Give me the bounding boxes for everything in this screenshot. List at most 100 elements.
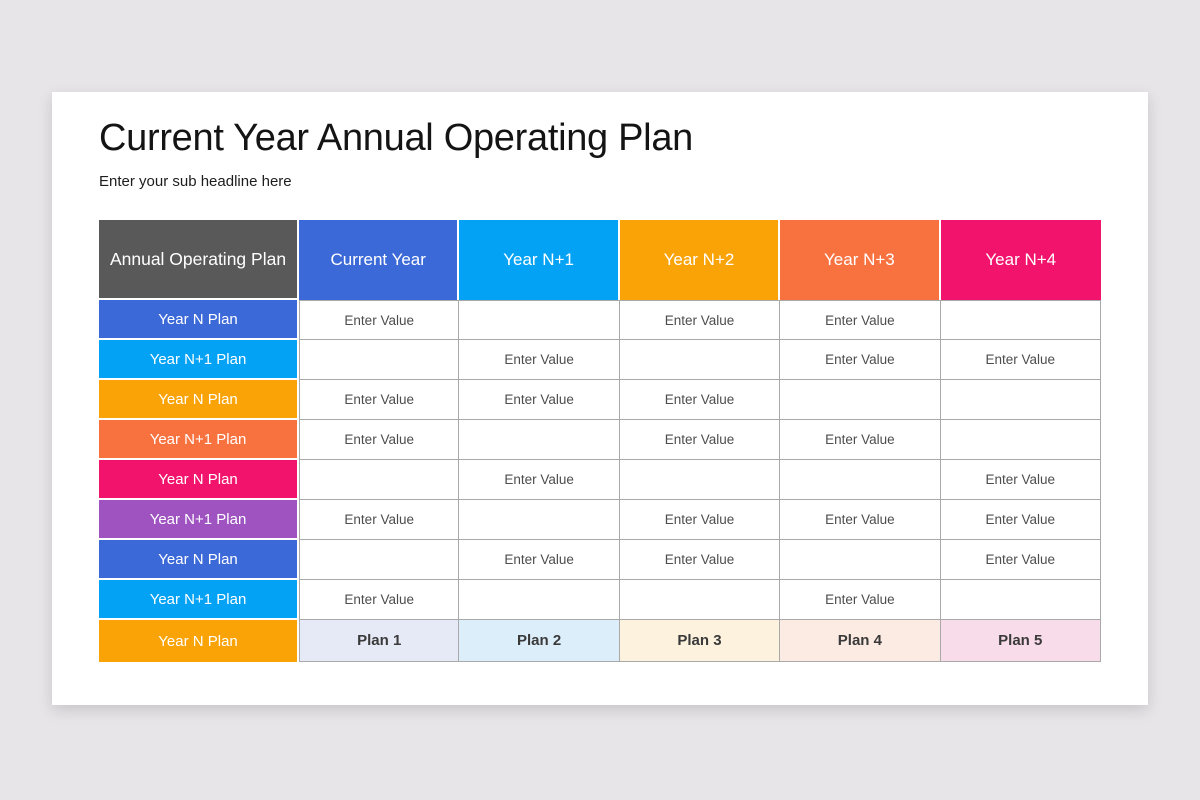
value-cell[interactable]: [940, 300, 1101, 340]
value-cell[interactable]: Enter Value: [459, 380, 620, 420]
column-header-label: Current Year: [330, 250, 426, 269]
value-cell[interactable]: Enter Value: [940, 500, 1101, 540]
value-cell[interactable]: Enter Value: [619, 540, 781, 580]
value-cell[interactable]: Enter Value: [299, 420, 460, 460]
row-label: Year N Plan: [158, 470, 238, 488]
value-cell[interactable]: [940, 380, 1101, 420]
plan-cell[interactable]: Plan 5: [940, 620, 1101, 662]
table-row: Year N Plan Enter Value Enter Value Enter V…: [99, 380, 1101, 420]
column-header-cell: Year N+1: [459, 220, 620, 300]
value-cell[interactable]: [299, 540, 460, 580]
slide: Current Year Annual Operating Plan Enter…: [52, 92, 1148, 705]
value-cell[interactable]: Enter Value: [299, 380, 460, 420]
row-label: Year N Plan: [158, 310, 238, 328]
value-cell[interactable]: [299, 340, 460, 380]
row-label: Year N Plan: [158, 632, 238, 650]
value-cell[interactable]: [619, 580, 781, 620]
value-cell[interactable]: Enter Value: [780, 300, 941, 340]
cell-text: Enter Value: [504, 472, 574, 487]
column-header-label: Year N+1: [503, 250, 574, 269]
table-row: Year N Plan Enter Value Enter Value: [99, 460, 1101, 500]
column-header-label: Year N+2: [663, 250, 735, 269]
cell-text: Enter Value: [344, 592, 414, 607]
column-header-cell: Year N+2: [619, 220, 781, 300]
cell-text: Enter Value: [664, 392, 735, 407]
cell-text: Enter Value: [825, 312, 895, 328]
value-cell[interactable]: Enter Value: [940, 460, 1101, 500]
row-label-cell: Year N+1 Plan: [99, 580, 299, 620]
cell-text: Plan 5: [998, 632, 1043, 649]
column-header-label: Year N+3: [824, 250, 895, 269]
value-cell[interactable]: [459, 420, 620, 460]
row-label-cell: Year N+1 Plan: [99, 420, 299, 460]
value-cell[interactable]: [619, 460, 781, 500]
value-cell[interactable]: Enter Value: [619, 300, 781, 340]
value-cell[interactable]: Enter Value: [780, 580, 941, 620]
value-cell[interactable]: [780, 460, 941, 500]
table-row: Year N+1 Plan Enter Value Enter Value Enter…: [99, 340, 1101, 380]
value-cell[interactable]: Enter Value: [940, 340, 1101, 380]
value-cell[interactable]: Enter Value: [299, 500, 460, 540]
cell-text: Enter Value: [344, 392, 414, 407]
value-cell[interactable]: [940, 420, 1101, 460]
value-cell[interactable]: Enter Value: [459, 340, 620, 380]
value-cell[interactable]: Enter Value: [459, 540, 620, 580]
cell-text: Plan 1: [357, 632, 402, 649]
table-row: Year N+1 Plan Enter Value Enter Value Enter…: [99, 420, 1101, 460]
cell-text: Enter Value: [344, 432, 414, 447]
value-cell[interactable]: Enter Value: [780, 340, 941, 380]
value-cell[interactable]: [459, 580, 620, 620]
value-cell[interactable]: Enter Value: [619, 420, 781, 460]
corner-header-label: Annual Operating Plan: [109, 248, 287, 269]
page-subtitle[interactable]: Enter your sub headline here: [99, 173, 292, 190]
row-label: Year N+1 Plan: [149, 510, 247, 528]
value-cell[interactable]: Enter Value: [459, 460, 620, 500]
table-header-row: Annual Operating Plan Current Year Year N…: [99, 220, 1101, 300]
cell-text: Enter Value: [825, 432, 895, 447]
row-label: Year N+1 Plan: [149, 430, 247, 448]
value-cell[interactable]: [459, 500, 620, 540]
value-cell[interactable]: Enter Value: [780, 500, 941, 540]
value-cell[interactable]: Enter Value: [619, 380, 781, 420]
cell-text: Enter Value: [664, 432, 735, 447]
plan-row: Year N Plan Plan 1 Plan 2 Plan 3 Plan 4 Plan …: [99, 620, 1101, 662]
value-cell[interactable]: Enter Value: [299, 580, 460, 620]
row-label-cell: Year N+1 Plan: [99, 340, 299, 380]
row-label-cell: Year N+1 Plan: [99, 500, 299, 540]
cell-text: Enter Value: [504, 392, 574, 407]
value-cell[interactable]: Enter Value: [780, 420, 941, 460]
row-label-cell: Year N Plan: [99, 620, 299, 662]
plan-cell[interactable]: Plan 2: [459, 620, 620, 662]
row-label: Year N Plan: [158, 550, 238, 568]
column-header-cell: Current Year: [299, 220, 460, 300]
value-cell[interactable]: [780, 380, 941, 420]
table-body: Year N Plan Enter Value Enter Value Enter V…: [99, 300, 1101, 662]
column-header-cell: Year N+4: [940, 220, 1101, 300]
plan-cell[interactable]: Plan 3: [619, 620, 781, 662]
value-cell[interactable]: [940, 580, 1101, 620]
cell-text: Enter Value: [825, 352, 895, 367]
plan-cell[interactable]: Plan 1: [299, 620, 460, 662]
plan-cell[interactable]: Plan 4: [780, 620, 941, 662]
value-cell[interactable]: [299, 460, 460, 500]
table-row: Year N+1 Plan Enter Value Enter Value Enter…: [99, 500, 1101, 540]
value-cell[interactable]: [780, 540, 941, 580]
annual-operating-plan-table: Annual Operating Plan Current Year Year N…: [99, 220, 1101, 662]
row-label-cell: Year N Plan: [99, 380, 299, 420]
column-header-label: Year N+4: [985, 250, 1057, 269]
value-cell[interactable]: Enter Value: [299, 300, 460, 340]
cell-text: Plan 4: [837, 632, 882, 649]
table-row: Year N+1 Plan Enter Value Enter Value: [99, 580, 1101, 620]
cell-text: Enter Value: [344, 512, 414, 527]
value-cell[interactable]: [619, 340, 781, 380]
column-header-cell: Year N+3: [780, 220, 941, 300]
value-cell[interactable]: [459, 300, 620, 340]
cell-text: Enter Value: [825, 512, 895, 527]
table-row: Year N Plan Enter Value Enter Value Enter V…: [99, 540, 1101, 580]
cell-text: Enter Value: [504, 352, 574, 367]
value-cell[interactable]: Enter Value: [619, 500, 781, 540]
cell-text: Enter Value: [504, 552, 574, 567]
cell-text: Enter Value: [985, 472, 1056, 487]
value-cell[interactable]: Enter Value: [940, 540, 1101, 580]
cell-text: Enter Value: [985, 512, 1056, 527]
